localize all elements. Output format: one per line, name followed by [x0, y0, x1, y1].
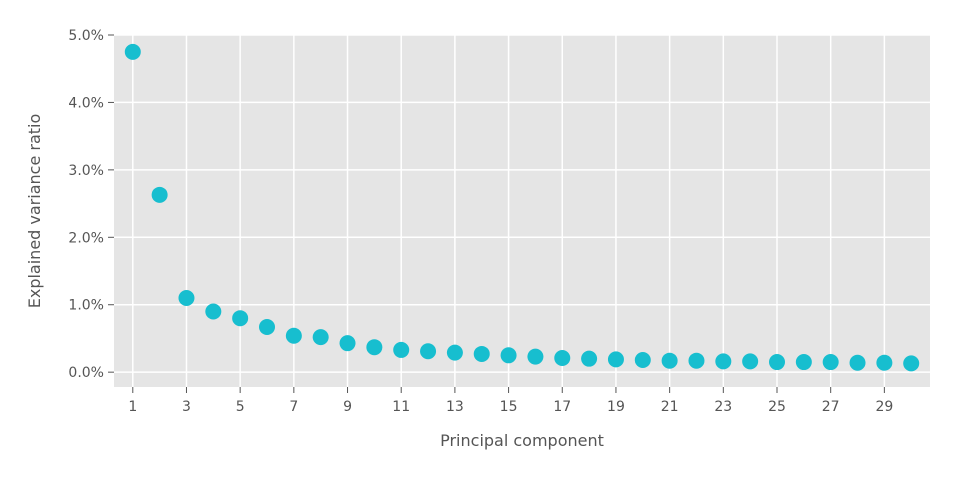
data-point [661, 352, 678, 369]
x-tick-label: 15 [500, 399, 518, 415]
data-point [205, 303, 222, 320]
data-point [903, 355, 920, 372]
plot-background [114, 35, 930, 387]
data-point [634, 352, 651, 369]
data-point [285, 327, 302, 344]
data-point [500, 347, 517, 364]
data-point [527, 348, 544, 365]
y-tick-label: 0.0% [68, 365, 104, 381]
data-point [366, 339, 383, 356]
y-axis-label: Explained variance ratio [25, 114, 44, 309]
axis-ticks [108, 34, 885, 393]
x-axis-label: Principal component [440, 431, 604, 450]
data-point [849, 354, 866, 371]
data-point [446, 344, 463, 361]
x-tick-label: 23 [714, 399, 732, 415]
x-tick-label: 13 [446, 399, 464, 415]
data-point [232, 310, 249, 327]
data-point [554, 350, 571, 367]
x-tick-label: 7 [289, 399, 298, 415]
data-point [178, 289, 195, 306]
x-tick-label: 11 [392, 399, 410, 415]
y-tick-label: 5.0% [68, 28, 104, 44]
data-point [420, 343, 437, 360]
data-point [312, 329, 329, 346]
data-points [124, 43, 920, 372]
x-tick-label: 5 [236, 399, 245, 415]
y-tick-label: 1.0% [68, 298, 104, 314]
data-point [473, 345, 490, 362]
data-point [688, 352, 705, 369]
grid-lines [114, 34, 930, 387]
data-point [581, 350, 598, 367]
x-tick-label: 21 [661, 399, 679, 415]
data-point [393, 341, 410, 358]
data-point [124, 43, 141, 60]
y-tick-label: 3.0% [68, 163, 104, 179]
x-tick-label: 19 [607, 399, 625, 415]
data-point [769, 354, 785, 371]
data-point [151, 186, 168, 203]
y-tick-label: 4.0% [68, 95, 104, 111]
data-point [259, 318, 275, 335]
data-point [607, 351, 624, 368]
data-point [339, 335, 356, 352]
x-tick-label: 27 [822, 399, 840, 415]
data-point [742, 353, 759, 370]
x-tick-label: 25 [768, 399, 786, 415]
x-tick-label: 9 [343, 399, 352, 415]
data-point [822, 354, 839, 371]
x-tick-label: 3 [182, 399, 191, 415]
x-tick-label: 17 [553, 399, 571, 415]
x-tick-label: 1 [128, 399, 137, 415]
x-tick-label: 29 [875, 399, 893, 415]
data-point [876, 354, 893, 371]
x-tick-labels: 1 3 5 7 9 11 13 15 17 19 21 23 25 27 29 [128, 399, 893, 415]
y-tick-labels: 0.0% 1.0% 2.0% 3.0% 4.0% 5.0% [68, 28, 104, 381]
data-point [795, 354, 812, 371]
data-point [715, 353, 732, 370]
y-tick-label: 2.0% [68, 230, 104, 246]
